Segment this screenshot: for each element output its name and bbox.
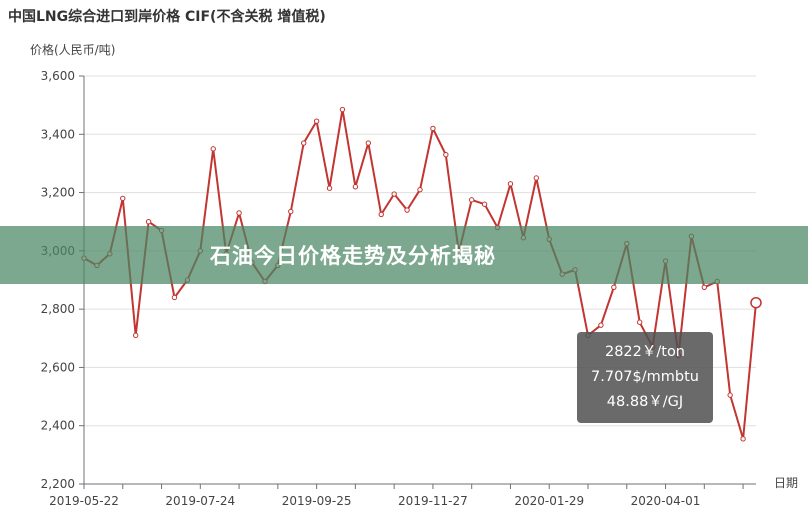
data-point (378, 211, 384, 218)
x-tick-label: 2019-09-25 (282, 494, 352, 508)
data-point (313, 118, 320, 124)
data-point (417, 186, 423, 193)
data-point (481, 201, 488, 207)
x-tick-label: 2020-01-29 (514, 494, 584, 508)
y-tick-label: 2,400 (41, 419, 75, 433)
banner-text: 石油今日价格走势及分析揭秘 (210, 244, 496, 268)
y-tick-label: 3,400 (41, 127, 75, 141)
data-point (339, 106, 346, 113)
data-point (236, 210, 242, 216)
y-tick-label: 3,600 (41, 69, 75, 83)
data-point (740, 436, 746, 442)
data-point (430, 125, 436, 132)
y-tick-label: 2,800 (41, 302, 75, 316)
tooltip-price-gj: 48.88￥/GJ (606, 394, 684, 410)
data-point (598, 322, 604, 328)
y-tick-label: 2,600 (41, 360, 75, 374)
x-tick-label: 2019-11-27 (398, 494, 468, 508)
y-tick-label: 3,200 (41, 186, 75, 200)
y-axis-label: 价格(人民币/吨) (30, 43, 116, 57)
data-point (132, 332, 139, 339)
data-point (443, 151, 449, 158)
data-point (391, 191, 397, 197)
x-tick-label: 2020-04-01 (631, 494, 701, 508)
data-point (468, 197, 475, 203)
data-point (727, 392, 733, 398)
y-tick-label: 2,200 (41, 477, 75, 491)
data-point (365, 140, 372, 146)
data-point (210, 146, 216, 152)
highlighted-data-point (750, 296, 762, 309)
x-tick-label: 2019-07-24 (165, 494, 235, 508)
tooltip-price-mmbtu: 7.707$/mmbtu (591, 369, 699, 385)
x-axis-label: 日期 (774, 476, 799, 490)
data-point (171, 294, 178, 301)
data-point (145, 219, 152, 225)
x-tick-label: 2019-05-22 (49, 494, 119, 508)
data-point (300, 140, 307, 146)
data-point (507, 181, 514, 187)
data-point (636, 319, 643, 325)
data-point (326, 185, 333, 191)
tooltip-price-ton: 2822￥/ton (604, 344, 686, 360)
data-tooltip: 2822￥/ton 7.707$/mmbtu 48.88￥/GJ (577, 332, 713, 423)
data-point (352, 184, 359, 190)
data-point (120, 195, 126, 202)
data-point (404, 207, 410, 213)
data-point (611, 284, 617, 290)
data-point (701, 284, 708, 290)
overlay-banner: 石油今日价格走势及分析揭秘 (0, 226, 808, 284)
chart-title: 中国LNG综合进口到岸价格 CIF(不含关税 增值税) (8, 9, 326, 25)
data-point (533, 175, 540, 181)
data-point (288, 208, 294, 215)
